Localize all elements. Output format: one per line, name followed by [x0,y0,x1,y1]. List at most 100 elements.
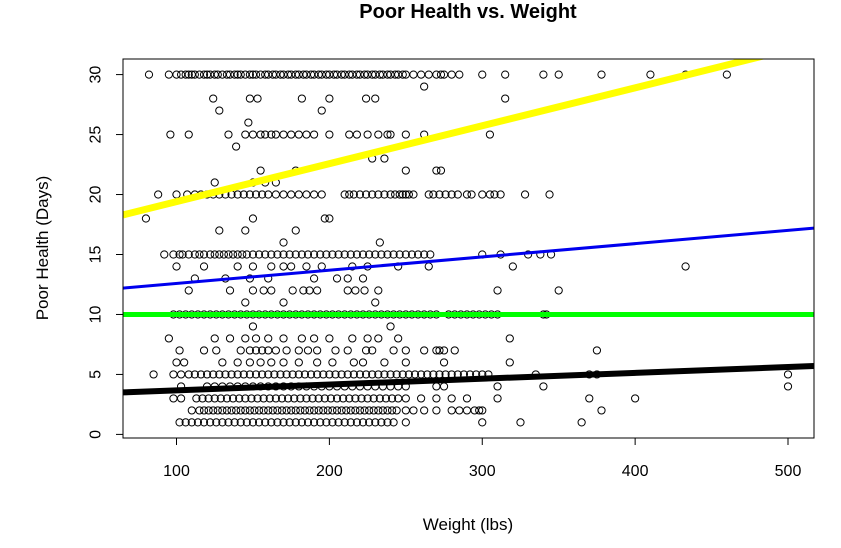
data-point [236,346,245,355]
data-point [291,250,300,259]
data-point [169,250,178,259]
data-point [374,406,383,415]
data-point [328,418,337,427]
data-point [233,358,242,367]
data-point [389,346,398,355]
data-point [169,370,178,379]
data-point [371,250,380,259]
data-point [340,418,349,427]
data-point [420,250,429,259]
data-point [401,418,410,427]
data-point [426,250,435,259]
data-point [478,406,487,415]
data-point [241,226,250,235]
data-point [401,250,410,259]
data-point [351,394,360,403]
data-point [253,394,262,403]
data-point [199,418,209,427]
data-point [299,286,308,295]
data-point [365,250,374,259]
data-point [273,418,282,427]
data-point [358,358,368,367]
data-point [447,70,456,79]
data-point [294,370,303,379]
data-point [218,358,227,367]
data-point [245,190,254,199]
data-point [309,130,319,139]
data-point [348,334,357,343]
data-point [287,190,296,199]
data-point [300,406,310,415]
data-point [395,190,404,199]
data-point [407,250,417,259]
data-point [296,394,305,403]
data-point [352,418,362,427]
data-point [363,394,372,403]
data-point [254,250,264,259]
data-point [490,190,499,199]
data-point [210,394,219,403]
data-point [228,250,238,259]
data-point [432,394,441,403]
data-point [478,418,487,427]
data-point [424,262,433,271]
data-point [199,406,209,415]
data-point [291,406,300,415]
data-point [435,346,444,355]
data-point [398,190,407,199]
data-point [485,190,495,199]
data-point [264,370,273,379]
data-point [261,130,270,139]
data-point [172,262,181,271]
data-point [204,406,213,415]
data-point [363,334,372,343]
data-point [198,394,207,403]
data-point [493,394,502,403]
x-tick-label: 200 [316,463,343,480]
data-point [297,250,306,259]
data-point [251,370,261,379]
data-point [227,406,236,415]
data-point [209,406,218,415]
data-point [317,190,326,199]
data-point [585,394,594,403]
data-point [160,250,169,259]
data-point [328,358,337,367]
data-point [398,70,407,79]
data-point [783,382,793,391]
data-point [233,250,242,259]
data-point [339,394,348,403]
x-tick-label: 400 [622,463,649,480]
data-point [313,358,322,367]
data-point [244,118,253,127]
data-point [212,346,221,355]
data-point [279,238,288,247]
data-point [398,370,407,379]
data-point [236,418,245,427]
data-point [597,406,606,415]
data-point [325,370,334,379]
data-point [316,418,325,427]
data-point [216,394,225,403]
data-point [447,190,456,199]
data-point [309,190,319,199]
data-point [381,394,391,403]
data-point [268,406,277,415]
data-point [597,70,606,79]
data-point [439,382,449,391]
data-point [175,418,184,427]
data-point [352,250,362,259]
data-point [401,358,410,367]
data-point [141,214,151,223]
data-point [210,178,219,187]
data-point [380,358,389,367]
data-point [239,370,248,379]
data-point [545,190,554,199]
data-point [248,250,258,259]
data-point [401,130,410,139]
data-point [215,370,224,379]
data-point [334,250,343,259]
data-point [478,190,487,199]
data-point [192,394,201,403]
data-point [271,394,280,403]
